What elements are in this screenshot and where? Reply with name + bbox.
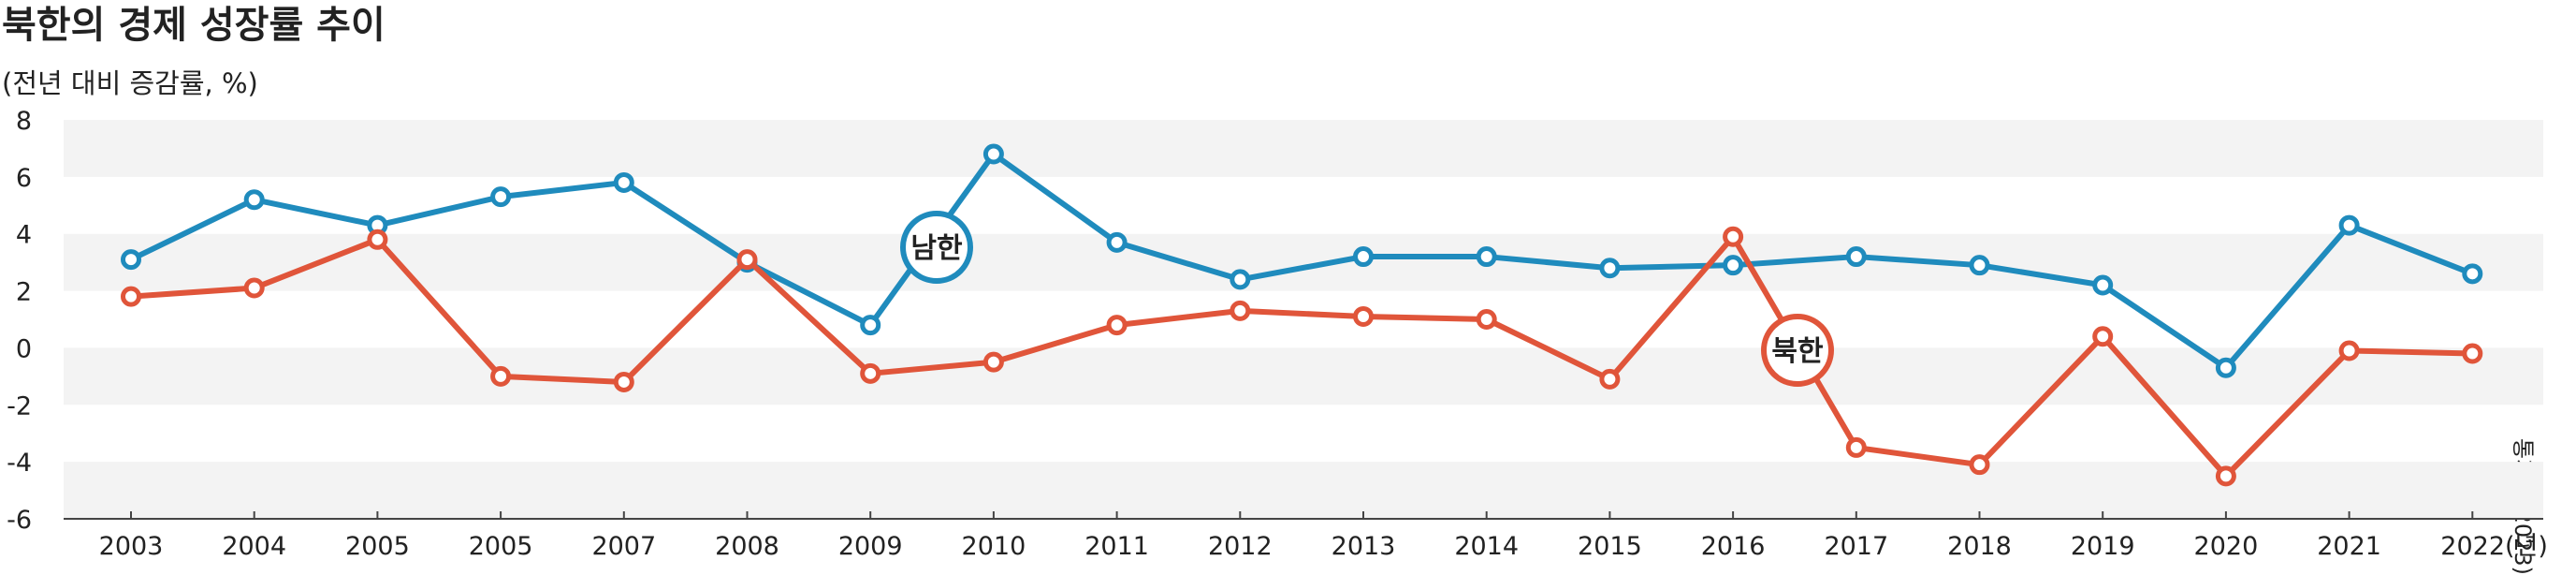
- data-point-south: [1106, 231, 1128, 253]
- data-point-north: [2338, 340, 2360, 361]
- data-point-north: [121, 286, 141, 307]
- data-point-south: [243, 189, 265, 211]
- data-point-south: [490, 186, 512, 208]
- data-point-north: [2215, 465, 2236, 487]
- data-point-north: [367, 229, 388, 250]
- series-label-bubble-south: [900, 211, 973, 284]
- data-point-south: [982, 143, 1004, 165]
- data-point-south: [1969, 255, 1990, 276]
- data-point-south: [2338, 214, 2360, 236]
- data-point-south: [1353, 246, 1374, 268]
- x-tick-label: 2011: [1084, 532, 1149, 561]
- data-point-south: [1476, 246, 1497, 268]
- series-line-north: [130, 233, 2473, 479]
- data-point-north: [1476, 309, 1497, 330]
- data-point-north: [1969, 454, 1990, 476]
- data-point-north: [982, 351, 1004, 373]
- data-point-north: [613, 371, 634, 392]
- x-tick-label: 2017: [1824, 532, 1888, 561]
- x-tick-label: 2015: [1578, 532, 1642, 561]
- data-point-south: [1845, 246, 1867, 268]
- data-point-south: [613, 171, 634, 193]
- data-point-north: [1106, 315, 1128, 336]
- x-tick-label: 2005: [345, 532, 410, 561]
- x-tick-label: 2014: [1454, 532, 1519, 561]
- grid-band: [64, 120, 2543, 177]
- series-label-bubble-north: [1761, 314, 1834, 387]
- data-point-north: [1353, 305, 1374, 327]
- grid-band: [64, 347, 2543, 405]
- x-tick-label: 2022(년): [2440, 532, 2548, 561]
- x-tick-label: 2018: [1947, 532, 2012, 561]
- series-line-south: [129, 151, 2474, 371]
- unit-label: (전년 대비 증감률, %): [2, 67, 258, 99]
- data-point-south: [2092, 274, 2114, 296]
- x-tick-label: 2019: [2071, 532, 2135, 561]
- x-tick-label: 2016: [1701, 532, 1766, 561]
- data-point-north: [490, 365, 512, 387]
- data-point-south: [860, 315, 881, 336]
- data-point-north: [243, 277, 265, 299]
- data-point-north: [1723, 226, 1744, 247]
- y-tick-label: 0: [16, 334, 32, 363]
- x-tick-label: 2005: [469, 532, 533, 561]
- grid-band: [64, 462, 2543, 519]
- series-label-north: 북한: [1771, 335, 1824, 368]
- line-chart: 8 6 4 2 0 -2 -4 -6 2003 2004 2005 2005 2007 2008 2009 2…: [7, 107, 2548, 561]
- data-point-south: [2462, 263, 2483, 285]
- data-point-north: [1230, 300, 1251, 321]
- x-tick-label: 2003: [99, 532, 164, 561]
- data-point-north: [860, 362, 881, 384]
- y-tick-label: 2: [16, 278, 32, 307]
- y-tick-label: -4: [7, 449, 32, 478]
- data-point-north: [736, 249, 758, 271]
- data-point-south: [1230, 269, 1251, 290]
- data-point-south: [1599, 258, 1621, 279]
- y-tick-label: -6: [7, 506, 32, 535]
- y-tick-label: 6: [16, 164, 32, 193]
- data-point-north: [1845, 436, 1867, 458]
- y-tick-label: -2: [7, 391, 32, 420]
- x-tick-label: 2007: [591, 532, 656, 561]
- x-tick-label: 2010: [962, 532, 1026, 561]
- chart-title: 북한의 경제 성장률 추이: [2, 4, 386, 47]
- data-point-north: [1599, 368, 1621, 390]
- data-point-north: [2092, 326, 2114, 347]
- data-point-south: [2215, 357, 2236, 378]
- x-tick-label: 2012: [1208, 532, 1273, 561]
- x-tick-label: 2020: [2194, 532, 2259, 561]
- data-point-north: [2462, 343, 2483, 364]
- x-tick-label: 2021: [2317, 532, 2381, 561]
- data-point-south: [1723, 255, 1744, 276]
- y-tick-label: 4: [16, 221, 32, 250]
- x-tick-label: 2009: [838, 532, 903, 561]
- y-tick-label: 8: [16, 107, 32, 136]
- x-tick-label: 2008: [715, 532, 779, 561]
- x-tick-label: 2013: [1332, 532, 1396, 561]
- x-tick-label: 2004: [222, 532, 286, 561]
- series-label-south: 남한: [910, 232, 963, 265]
- grid-band: [64, 233, 2543, 291]
- data-point-south: [121, 249, 141, 271]
